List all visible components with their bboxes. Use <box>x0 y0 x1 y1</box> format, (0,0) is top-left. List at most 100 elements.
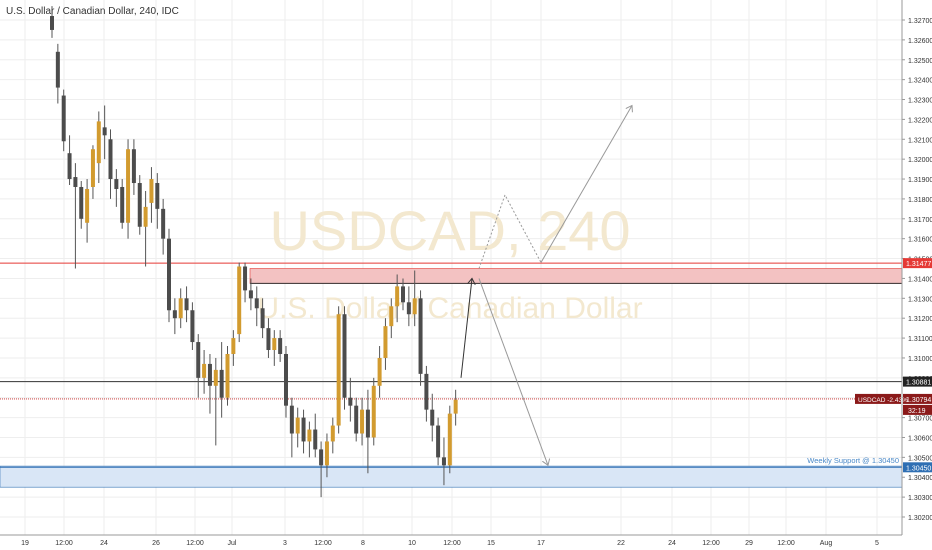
candle-body <box>330 425 335 442</box>
candle-body <box>213 369 218 386</box>
price-tick-label: 1.30700 <box>908 416 932 423</box>
candle-body <box>184 298 189 311</box>
symbol-tag: USDCAD -2.43% <box>858 397 908 404</box>
chart-title: U.S. Dollar / Canadian Dollar, 240, IDC <box>6 6 179 17</box>
candle-body <box>202 363 207 378</box>
candle-body <box>67 153 72 180</box>
price-tick-label: 1.31600 <box>908 237 932 244</box>
dotted-path <box>478 193 542 269</box>
candle-body <box>237 266 242 335</box>
resistance-price-label: 1.31477 <box>906 261 931 268</box>
watermark-name: U.S. Dollar / Canadian Dollar <box>257 292 642 325</box>
price-tick-label: 1.31100 <box>908 336 932 343</box>
candle-body <box>430 409 435 426</box>
candle-body <box>260 308 265 329</box>
time-tick-label: 12:00 <box>314 540 332 547</box>
candle-body <box>85 188 90 223</box>
level-price-label: 1.30881 <box>906 380 931 387</box>
candle-body <box>418 298 423 374</box>
candle-body <box>243 266 248 291</box>
time-tick-label: 29 <box>745 540 753 547</box>
price-tick-label: 1.32500 <box>908 58 932 65</box>
candle-body <box>377 357 382 386</box>
watermark: USDCAD, 240 U.S. Dollar / Canadian Dolla… <box>257 199 642 325</box>
price-tick-label: 1.31300 <box>908 296 932 303</box>
time-tick-label: 5 <box>875 540 879 547</box>
time-tick-label: 22 <box>617 540 625 547</box>
candle-body <box>289 405 294 434</box>
time-tick-label: Jul <box>228 540 237 547</box>
candle-body <box>73 177 78 187</box>
weekly-support-zone <box>0 465 903 488</box>
candle-body <box>120 186 125 223</box>
drawings: Weekly Support @ 1.30450 <box>460 105 899 465</box>
price-tick-label: 1.32000 <box>908 157 932 164</box>
candle-body <box>324 441 329 466</box>
candle-body <box>441 457 446 466</box>
time-tick-label: 12:00 <box>186 540 204 547</box>
watermark-symbol: USDCAD, 240 <box>269 199 630 262</box>
candle-body <box>55 51 60 88</box>
candle-body <box>389 306 394 327</box>
candle-body <box>453 399 458 414</box>
candle-body <box>278 338 283 354</box>
price-tick-label: 1.31200 <box>908 316 932 323</box>
candle-body <box>61 95 66 142</box>
countdown-bg <box>903 404 932 415</box>
last-price-label-bg <box>903 393 932 404</box>
candle-body <box>167 238 171 311</box>
support-price-label: 1.30450 <box>906 465 931 472</box>
candle-body <box>254 298 259 309</box>
resistance-price-label-bg <box>903 258 932 269</box>
price-tick-label: 1.30200 <box>908 515 932 522</box>
candle-body <box>231 338 236 354</box>
candle-body <box>342 314 347 398</box>
last-price-label: 1.30794 <box>906 397 931 404</box>
time-tick-label: 17 <box>537 540 545 547</box>
time-tick-label: 24 <box>668 540 676 547</box>
price-tick-label: 1.30500 <box>908 455 932 462</box>
weekly-support-label: Weekly Support @ 1.30450 <box>807 456 899 465</box>
time-tick-label: 8 <box>361 540 365 547</box>
candle-body <box>401 286 405 303</box>
resistance-zone <box>249 268 903 284</box>
price-tick-label: 1.32400 <box>908 78 932 85</box>
candle-body <box>395 286 400 307</box>
support-price-label-bg <box>903 462 932 473</box>
time-tick-label: Aug <box>820 540 833 547</box>
price-tick-label: 1.30400 <box>908 475 932 482</box>
candle-body <box>371 385 376 438</box>
candle-body <box>172 310 177 319</box>
candle-body <box>196 342 201 378</box>
candle-body <box>424 373 429 410</box>
bounce-up-arrow <box>460 278 472 378</box>
time-tick-label: 26 <box>152 540 160 547</box>
candle-body <box>50 16 54 30</box>
price-tick-label: 1.32600 <box>908 38 932 45</box>
candle-body <box>178 298 183 319</box>
zones <box>0 262 903 488</box>
candle-body <box>354 405 359 434</box>
price-tick-label: 1.32700 <box>908 18 932 25</box>
candle-body <box>266 328 271 351</box>
candle-body <box>155 183 160 209</box>
candle-body <box>248 290 253 299</box>
candles <box>50 6 458 498</box>
price-tick-label: 1.30300 <box>908 495 932 502</box>
candle-body <box>307 429 312 442</box>
candle-body <box>447 413 452 466</box>
candle-body <box>219 369 224 398</box>
time-axis[interactable]: 19 12:00 24 26 12:00 Jul 3 12:00 8 10 12:00 15 17 22 2… <box>0 534 902 547</box>
candle-body <box>348 397 353 406</box>
time-tick-label: 19 <box>21 540 29 547</box>
scenario-up-arrow <box>540 105 632 263</box>
candle-body <box>436 425 441 458</box>
candle-body <box>102 127 107 136</box>
candle-body <box>126 149 131 223</box>
candle-body <box>90 149 95 187</box>
candle-body <box>225 353 230 398</box>
level-price-label-bg <box>903 376 932 387</box>
candle-body <box>272 338 277 351</box>
price-labels: 1.31477 1.30881 1.30794 1.30450 32:19USDCAD … <box>855 258 932 473</box>
